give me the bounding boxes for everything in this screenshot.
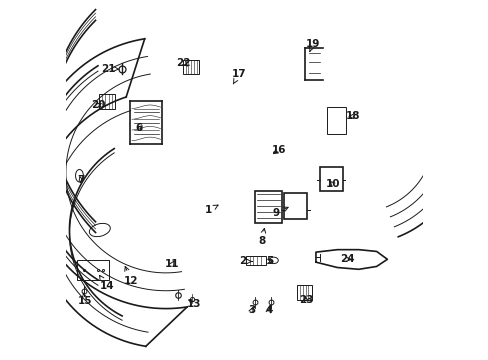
- Text: 20: 20: [91, 100, 105, 110]
- Text: 14: 14: [99, 275, 114, 292]
- Text: 21: 21: [102, 64, 119, 73]
- Text: 23: 23: [298, 295, 312, 305]
- Text: 10: 10: [325, 179, 340, 189]
- Text: 16: 16: [272, 145, 286, 155]
- Text: 17: 17: [231, 68, 246, 84]
- Text: 3: 3: [247, 305, 255, 315]
- Text: 7: 7: [77, 175, 84, 185]
- Text: 2: 2: [239, 256, 252, 266]
- Text: 8: 8: [258, 229, 265, 247]
- Text: 19: 19: [305, 39, 320, 51]
- Text: 15: 15: [78, 293, 93, 306]
- Text: 1: 1: [205, 205, 218, 215]
- Text: 18: 18: [346, 111, 360, 121]
- Text: 12: 12: [123, 266, 138, 286]
- Text: 13: 13: [186, 299, 201, 309]
- Text: 5: 5: [265, 256, 273, 266]
- Text: 9: 9: [272, 207, 287, 218]
- Text: 24: 24: [339, 254, 354, 264]
- Text: 6: 6: [135, 123, 142, 133]
- Text: 22: 22: [176, 58, 191, 68]
- Text: 4: 4: [264, 305, 272, 315]
- Text: 11: 11: [165, 259, 179, 269]
